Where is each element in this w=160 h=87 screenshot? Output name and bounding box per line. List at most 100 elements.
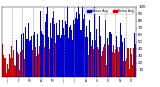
Bar (120, 23, 121, 77)
Bar (80, 30, 81, 77)
Bar (44, 47, 45, 77)
Bar (29, 41, 30, 77)
Bar (41, 31, 42, 77)
Bar (57, 35, 58, 77)
Bar (102, 51, 103, 77)
Bar (40, 11, 41, 77)
Bar (74, 24, 75, 77)
Bar (3, 55, 4, 77)
Bar (31, 36, 32, 77)
Bar (4, 58, 5, 77)
Bar (34, 32, 35, 77)
Bar (12, 58, 13, 77)
Bar (17, 52, 18, 77)
Bar (108, 45, 109, 77)
Bar (19, 43, 20, 77)
Bar (94, 7, 95, 77)
Bar (119, 47, 120, 77)
Bar (98, 49, 99, 77)
Bar (92, 40, 93, 77)
Bar (68, 38, 69, 77)
Bar (2, 44, 3, 77)
Bar (16, 47, 17, 77)
Bar (7, 64, 8, 77)
Bar (123, 61, 124, 77)
Bar (30, 40, 31, 77)
Bar (89, 20, 90, 77)
Bar (35, 47, 36, 77)
Bar (32, 50, 33, 77)
Bar (86, 26, 87, 77)
Bar (39, 46, 40, 77)
Bar (5, 58, 6, 77)
Bar (96, 29, 97, 77)
Bar (133, 48, 134, 77)
Bar (79, 12, 80, 77)
Bar (91, 46, 92, 77)
Bar (71, 30, 72, 77)
Bar (28, 23, 29, 77)
Bar (27, 39, 28, 77)
Bar (77, 19, 78, 77)
Bar (63, 28, 64, 77)
Bar (110, 32, 111, 77)
Bar (69, 27, 70, 77)
Bar (64, 35, 65, 77)
Bar (107, 34, 108, 77)
Bar (38, 54, 39, 77)
Bar (118, 52, 119, 77)
Bar (46, 14, 47, 77)
Bar (25, 27, 26, 77)
Bar (122, 42, 123, 77)
Bar (114, 53, 115, 77)
Bar (23, 33, 24, 77)
Bar (65, 21, 66, 77)
Bar (36, 56, 37, 77)
Bar (10, 58, 11, 77)
Bar (15, 66, 16, 77)
Bar (73, 20, 74, 77)
Bar (37, 37, 38, 77)
Bar (51, 9, 52, 77)
Bar (66, 24, 67, 77)
Bar (101, 56, 102, 77)
Bar (1, 46, 2, 77)
Bar (87, 37, 88, 77)
Bar (82, 7, 83, 77)
Bar (50, 23, 51, 77)
Legend: Above Avg, Below Avg: Above Avg, Below Avg (86, 9, 134, 14)
Bar (129, 69, 130, 77)
Bar (67, 7, 68, 77)
Bar (20, 52, 21, 77)
Bar (115, 49, 116, 77)
Bar (22, 50, 23, 77)
Bar (124, 38, 125, 77)
Bar (135, 47, 136, 77)
Bar (78, 7, 79, 77)
Bar (21, 34, 22, 77)
Bar (93, 49, 94, 77)
Bar (62, 20, 63, 77)
Bar (97, 47, 98, 77)
Bar (84, 14, 85, 77)
Bar (9, 50, 10, 77)
Bar (6, 73, 7, 77)
Bar (81, 30, 82, 77)
Bar (61, 35, 62, 77)
Bar (90, 32, 91, 77)
Bar (88, 55, 89, 77)
Bar (24, 59, 25, 77)
Bar (130, 48, 131, 77)
Bar (33, 35, 34, 77)
Bar (42, 34, 43, 77)
Bar (127, 48, 128, 77)
Bar (132, 52, 133, 77)
Bar (112, 52, 113, 77)
Bar (109, 32, 110, 77)
Bar (47, 23, 48, 77)
Bar (60, 38, 61, 77)
Bar (48, 29, 49, 77)
Bar (14, 65, 15, 77)
Bar (54, 24, 55, 77)
Bar (128, 48, 129, 77)
